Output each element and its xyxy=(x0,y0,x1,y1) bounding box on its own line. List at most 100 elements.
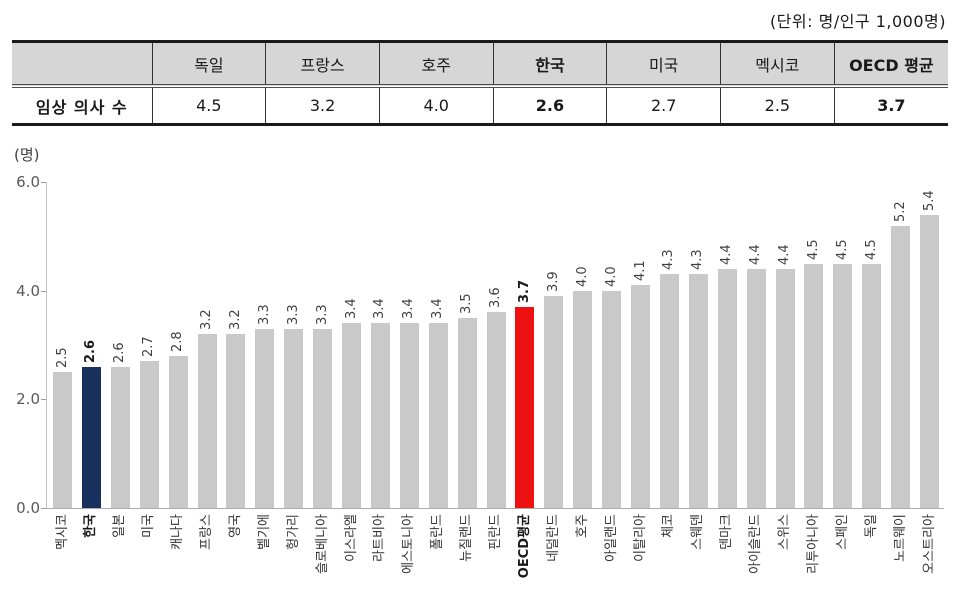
table-cell: 3.7 xyxy=(833,86,948,125)
y-tick-label: 0.0 xyxy=(16,499,40,517)
x-axis-category-label: 벨기에 xyxy=(256,514,272,550)
x-axis-category-label: 스위스 xyxy=(777,514,792,550)
bar-value-label: 3.4 xyxy=(343,298,359,320)
x-axis-category-label: 노르웨이 xyxy=(892,514,908,562)
x-axis-line xyxy=(46,508,944,509)
bar-value-label: 3.6 xyxy=(488,287,503,309)
bar-value-label: 5.4 xyxy=(921,189,937,211)
bar-value-label: 2.6 xyxy=(83,339,99,363)
bar-value-label: 3.3 xyxy=(256,304,272,325)
bar xyxy=(862,263,882,508)
bar-value-label: 4.4 xyxy=(719,244,735,265)
bar xyxy=(659,274,679,508)
table-column-header: 미국 xyxy=(606,41,721,88)
bar-value-label: 4.0 xyxy=(574,266,590,287)
table-header-row: 독일 프랑스 호주 한국 미국 멕시코 OECD 평균 xyxy=(12,41,948,88)
x-axis-category-label: 오스트리아 xyxy=(921,514,937,574)
bar xyxy=(370,323,390,508)
bar xyxy=(168,355,188,508)
table-cell: 2.5 xyxy=(720,86,835,125)
bar xyxy=(197,334,217,508)
bar xyxy=(775,268,795,508)
summary-table: 독일 프랑스 호주 한국 미국 멕시코 OECD 평균 임상 의사 수 4.5 3.2 4.0 2… xyxy=(12,40,948,126)
unit-note: (단위: 명/인구 1,000명) xyxy=(769,12,946,31)
y-tick-mark xyxy=(41,182,46,183)
x-axis-category-label: 캐나다 xyxy=(170,514,186,550)
x-axis-category-label: 헝가리 xyxy=(285,514,301,550)
bar-value-label: 3.5 xyxy=(459,293,475,314)
bar xyxy=(688,274,708,508)
y-tick-mark xyxy=(41,290,46,292)
bar-value-label: 2.7 xyxy=(141,336,157,358)
x-axis-category-label: 라트비아 xyxy=(372,514,388,562)
bar xyxy=(804,263,824,508)
x-axis-category-label: 영국 xyxy=(227,514,243,538)
bar xyxy=(255,328,275,508)
table-cell: 2.6 xyxy=(492,86,607,125)
x-axis-category-label: 뉴질랜드 xyxy=(459,514,475,562)
x-axis-category-label: 네덜란드 xyxy=(545,514,561,562)
bar xyxy=(486,312,506,508)
bar-value-label: 2.8 xyxy=(170,331,186,352)
bar-value-label: 3.2 xyxy=(199,309,214,331)
bar-value-label: 4.1 xyxy=(632,260,648,282)
bar xyxy=(717,268,737,508)
x-axis-category-label: 체코 xyxy=(661,514,677,538)
bar xyxy=(81,366,101,508)
bar xyxy=(399,323,419,508)
y-axis-line xyxy=(46,182,47,508)
x-axis-category-label: 슬로베니아 xyxy=(314,514,330,574)
bar xyxy=(602,290,622,508)
bar-value-label: 2.5 xyxy=(54,347,70,369)
y-tick-label: 6.0 xyxy=(16,173,40,191)
x-axis-category-label: 리투아니아 xyxy=(805,514,821,574)
table-column-header: 한국 xyxy=(492,41,607,88)
bar-value-label: 4.4 xyxy=(777,244,792,265)
x-axis-category-label: 일본 xyxy=(112,514,128,538)
bar xyxy=(457,317,477,508)
x-axis-category-label: 스웨덴 xyxy=(690,514,706,550)
bar-value-label: 3.4 xyxy=(430,298,446,320)
table-column-header: 멕시코 xyxy=(720,41,835,88)
table-column-header: 독일 xyxy=(151,41,266,88)
bar-value-label: 4.4 xyxy=(748,244,764,265)
table-column-header: OECD 평균 xyxy=(833,41,948,88)
bar-value-label: 3.4 xyxy=(372,298,388,320)
table-row-header: 임상 의사 수 xyxy=(35,97,128,117)
bar xyxy=(139,361,159,508)
bar-value-label: 4.5 xyxy=(834,238,850,260)
x-axis-category-label: 미국 xyxy=(141,514,157,538)
bar xyxy=(746,268,766,508)
x-axis-category-label: 폴란드 xyxy=(430,514,446,550)
bar xyxy=(891,225,911,508)
bar xyxy=(313,328,333,508)
bar-value-label: 5.2 xyxy=(892,200,908,222)
table-column-header: 프랑스 xyxy=(265,41,380,88)
bar-value-label: 4.5 xyxy=(863,238,879,260)
bar xyxy=(920,214,939,508)
x-axis-category-label: 멕시코 xyxy=(54,514,70,550)
bar-value-label: 3.9 xyxy=(545,271,561,293)
x-axis-category-label: 이탈리아 xyxy=(632,514,648,562)
x-axis-category-label: 프랑스 xyxy=(199,514,214,550)
x-axis-category-label: 덴마크 xyxy=(719,514,735,550)
table-column-header: 호주 xyxy=(378,41,494,88)
x-axis-category-label: 이스라엘 xyxy=(343,514,359,562)
x-axis-category-label: 아이슬란드 xyxy=(748,514,764,574)
y-axis-unit-label: (명) xyxy=(14,146,40,164)
x-axis-category-label: 독일 xyxy=(863,514,879,538)
table-cell: 4.0 xyxy=(378,86,494,125)
x-axis-category-label: 호주 xyxy=(574,514,590,538)
bar-value-label: 4.3 xyxy=(661,249,677,271)
x-axis-category-label: 핀란드 xyxy=(488,514,503,550)
bar xyxy=(833,263,853,508)
bar xyxy=(284,328,304,508)
bar-value-label: 4.0 xyxy=(603,266,619,287)
table-data-row: 임상 의사 수 4.5 3.2 4.0 2.6 2.7 2.5 3.7 xyxy=(12,86,948,125)
x-axis-category-label: 스페인 xyxy=(834,514,850,550)
bar xyxy=(53,372,72,508)
bar-value-label: 3.3 xyxy=(285,304,301,325)
table-corner-cell xyxy=(12,41,152,88)
bar-value-label: 3.7 xyxy=(516,279,532,303)
